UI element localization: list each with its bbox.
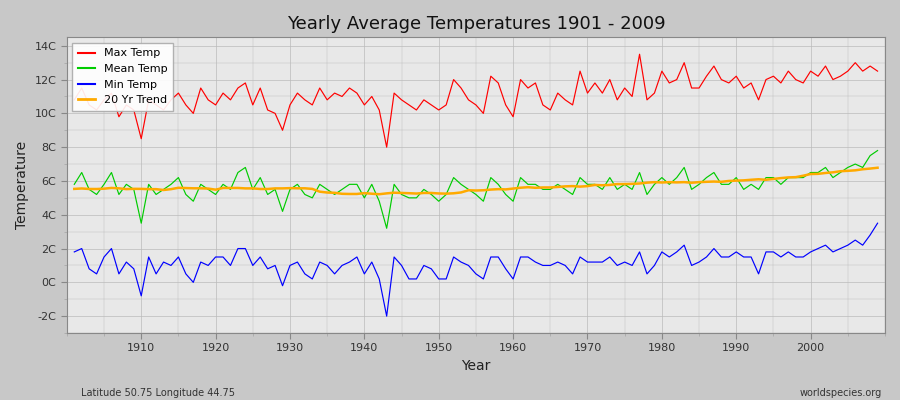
Text: Latitude 50.75 Longitude 44.75: Latitude 50.75 Longitude 44.75	[81, 388, 235, 398]
Legend: Max Temp, Mean Temp, Min Temp, 20 Yr Trend: Max Temp, Mean Temp, Min Temp, 20 Yr Tre…	[72, 43, 173, 111]
Title: Yearly Average Temperatures 1901 - 2009: Yearly Average Temperatures 1901 - 2009	[286, 15, 665, 33]
X-axis label: Year: Year	[461, 359, 491, 373]
Text: worldspecies.org: worldspecies.org	[800, 388, 882, 398]
Y-axis label: Temperature: Temperature	[15, 141, 29, 229]
